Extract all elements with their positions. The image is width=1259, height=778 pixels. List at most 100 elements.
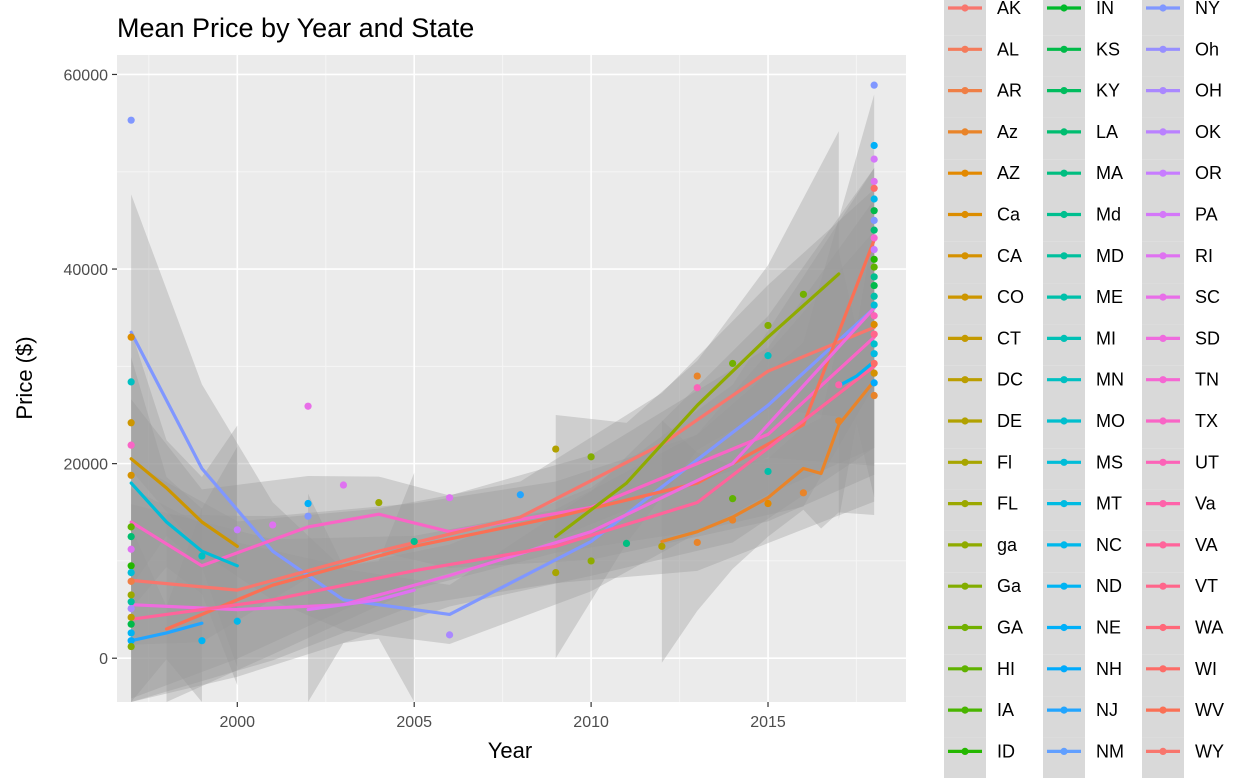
legend-key-point [961,4,969,12]
legend-label-SC: SC [1195,287,1220,307]
legend-key-bg [1043,365,1085,407]
legend-label-NE: NE [1096,618,1121,638]
data-point [870,340,878,348]
legend-key-point [1159,252,1167,260]
x-tick-label: 2005 [396,714,432,731]
legend-label-WA: WA [1195,618,1223,638]
data-point [870,255,878,263]
data-point [127,533,135,541]
data-point [870,312,878,320]
smooth-line-NY [129,306,876,617]
legend-key-bg [944,159,986,201]
confidence-ribbon [131,168,875,645]
confidence-ribbon [131,189,875,699]
legend-label-DC: DC [997,370,1023,390]
confidence-ribbon [131,330,238,668]
legend-label-KY: KY [1096,81,1120,101]
y-tick-label: 60000 [64,67,109,84]
data-point [693,384,701,392]
data-point [870,195,878,203]
legend-key-bg [1043,572,1085,614]
legend-key-bg [944,448,986,490]
legend-label-AZ: AZ [997,163,1020,183]
legend-key-point [1159,45,1167,53]
legend-label-Ga: Ga [997,576,1022,596]
legend-label-NJ: NJ [1096,700,1118,720]
legend-label-RI: RI [1195,246,1213,266]
legend-label-TX: TX [1195,411,1218,431]
legend-key-bg [944,283,986,325]
smooth-line-CO [129,457,239,548]
data-point [127,545,135,553]
data-point [870,379,878,387]
legend-key-point [1159,582,1167,590]
legend-key-point [1060,210,1068,219]
legend-key-point [961,665,969,673]
legend-key-point [1060,252,1068,260]
legend-key-bg [1043,283,1085,325]
legend-label-MN: MN [1096,370,1124,390]
legend-key-point [1159,4,1167,12]
smooth-line-VA [129,364,876,621]
data-point [127,637,135,645]
legend-label-Fl: Fl [997,452,1012,472]
data-point [729,359,737,368]
data-point [870,292,878,300]
data-point [729,516,737,524]
x-tick-label: 2010 [573,714,609,731]
data-point [127,569,135,577]
legend-label-UT: UT [1195,452,1219,472]
legend-key-bg [1043,241,1085,284]
legend-key-point [961,87,969,95]
legend-key-bg [944,489,986,531]
legend-label-AL: AL [997,39,1019,59]
legend-key-point [1159,623,1167,632]
smooth-line-AK [129,325,876,592]
data-point [269,521,277,529]
legend-key-bg [1043,654,1085,697]
data-point [127,419,135,427]
confidence-ribbon [131,231,875,702]
data-points [127,81,878,651]
legend-key-point [1060,541,1068,549]
legend-key-point [1060,4,1068,12]
data-point [870,184,878,192]
data-point [870,320,878,329]
legend-key-bg [1043,737,1085,778]
data-point [693,538,701,547]
legend-label-PA: PA [1195,205,1218,225]
data-point [445,631,454,639]
legend-label-Md: Md [1096,205,1121,225]
data-point [870,81,878,89]
legend-key-point [961,210,969,219]
legend-key-bg [1043,530,1085,573]
data-point [127,116,135,124]
legend-key-bg [944,117,986,160]
chart-title: Mean Price by Year and State [117,13,474,43]
y-tick-label: 0 [99,651,108,668]
legend-label-SD: SD [1195,328,1220,348]
legend-label-Az: Az [997,122,1018,142]
legend-key-bg [1142,117,1184,160]
legend-key-bg [1142,241,1184,284]
legend-label-OH: OH [1195,81,1222,101]
confidence-ribbon [131,508,202,702]
legend-key-bg [944,365,986,407]
legend-key-point [1060,582,1068,590]
legend-key-point [1060,334,1068,342]
data-point [870,216,878,224]
legend-label-TN: TN [1195,370,1219,390]
legend-label-WI: WI [1195,659,1217,679]
legend-key-point [961,706,969,714]
data-point [127,378,135,386]
data-point [870,226,878,234]
smooth-line-ND [837,359,876,388]
legend-key-point [961,500,969,508]
legend-key-point [1159,665,1167,673]
legend-key-bg [1142,572,1184,614]
legend-key-point [1159,169,1167,177]
data-point [835,381,843,389]
legend-label-HI: HI [997,659,1015,679]
legend-key-point [961,45,969,53]
legend-label-WY: WY [1195,741,1224,761]
